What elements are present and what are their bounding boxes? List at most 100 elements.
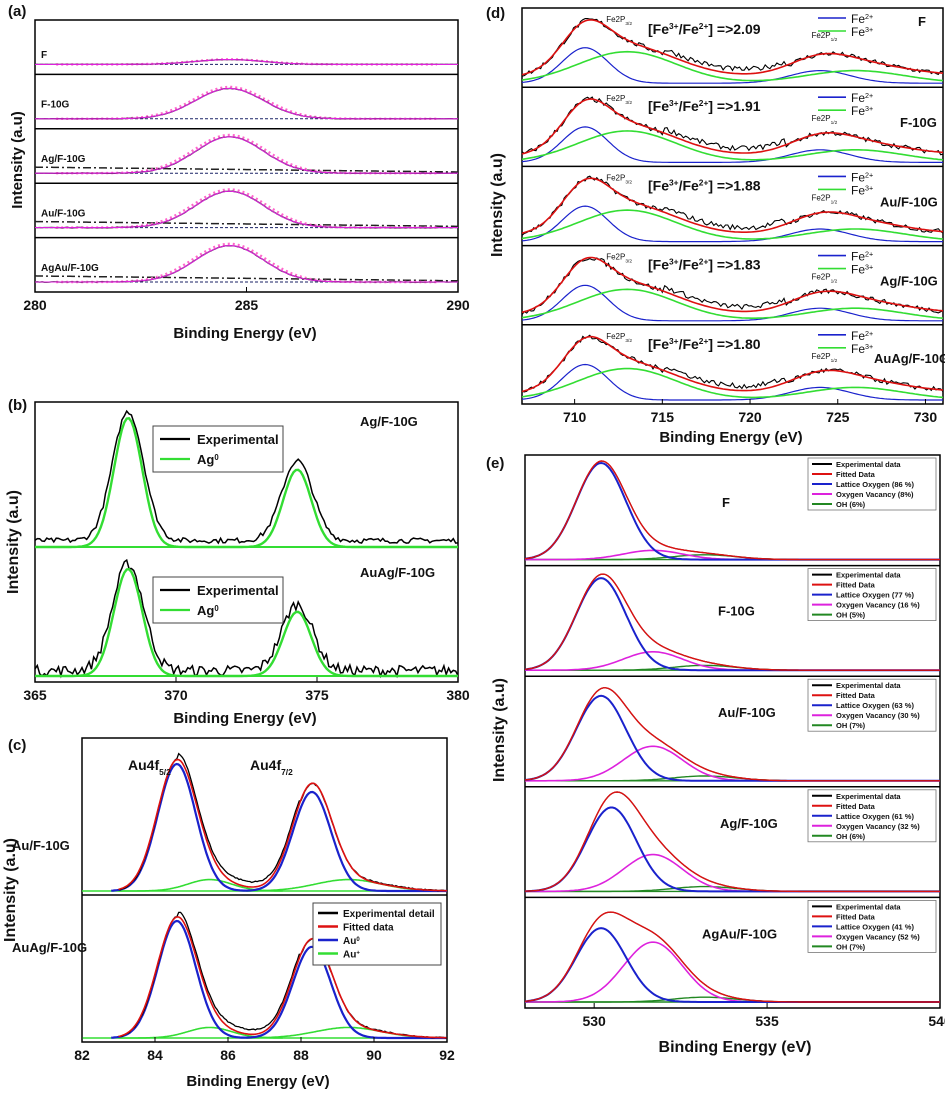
- fe2-fit-3: [521, 205, 943, 243]
- peak-label-4: Fe2P1/2: [811, 31, 837, 43]
- background-line: [34, 166, 458, 173]
- legend-entry-27: Lattice Oxygen (63 %): [836, 701, 914, 710]
- fe3-fit-5: [521, 367, 944, 399]
- x-tick-label-6: 375: [305, 687, 329, 703]
- legend-entry-24: OH (5%): [836, 611, 866, 620]
- fitted-line-5: [521, 177, 944, 234]
- x-axis-label-2: Binding Energy (eV): [173, 710, 316, 727]
- x-tick-label-13: 92: [439, 1047, 455, 1063]
- panel-label-2: (b): [8, 397, 27, 414]
- ratio-label-3: [Fe3+/Fe2+] =>1.88: [648, 177, 761, 193]
- legend-entry-8: Fe3+: [851, 104, 873, 119]
- peak-label-11: Fe2P3/2: [606, 332, 632, 344]
- ratio-label-4: [Fe3+/Fe2+] =>1.83: [648, 257, 761, 273]
- legend-entry-37: Lattice Oxygen (41 %): [836, 922, 914, 931]
- plot-frame-5: [524, 454, 941, 1009]
- legend-experimental: Experimental: [197, 432, 279, 447]
- legend-entry: Experimental detail: [343, 909, 435, 920]
- fe2-fit: [521, 47, 943, 84]
- legend-entry-14: Fe3+: [851, 341, 873, 356]
- fitted-line-10: [524, 687, 940, 782]
- series-label-17: Au/F-10G: [718, 705, 776, 720]
- legend-entry-39: OH (7%): [836, 942, 866, 951]
- fe3-fit-3: [521, 209, 944, 240]
- fe3-fit: [521, 50, 944, 82]
- legend-entry-3: Au0: [343, 936, 360, 947]
- legend-entry-23: Oxygen Vacancy (16 %): [836, 601, 920, 610]
- fitted-line: [118, 758, 447, 892]
- legend-entry-33: Oxygen Vacancy (32 %): [836, 822, 920, 831]
- x-tick-label-18: 730: [914, 409, 938, 425]
- panel-label-4: (d): [486, 5, 505, 22]
- experimental-line-2: [34, 87, 459, 120]
- legend-entry-36: Fitted Data: [836, 912, 876, 921]
- fe2-fit-2: [521, 126, 943, 163]
- ag0-fit-2: [35, 567, 458, 678]
- series-label-2: F-10G: [41, 100, 70, 111]
- y-axis-label-3: Intensity (a.u): [2, 838, 19, 942]
- x-tick-label-11: 88: [293, 1047, 309, 1063]
- series-label-8: Au/F-10G: [12, 838, 70, 853]
- series-label-13: Ag/F-10G: [880, 274, 938, 289]
- series-label-19: AgAu/F-10G: [702, 926, 777, 941]
- series-label-14: AuAg/F-10G: [874, 351, 945, 366]
- legend-entry-17: Lattice Oxygen (86 %): [836, 480, 914, 489]
- legend-entry-7: Fe2+: [851, 91, 873, 106]
- vacancy-fit: [525, 549, 940, 561]
- legend-entry-21: Fitted Data: [836, 581, 876, 590]
- panel-label: (a): [8, 3, 26, 20]
- peak-label-2: Au4f7/2: [250, 757, 293, 777]
- fe3-fit-4: [521, 288, 944, 319]
- series-label-4: Au/F-10G: [41, 208, 86, 219]
- legend-experimental-2: Experimental: [197, 583, 279, 598]
- legend-ag0-2: Ag0: [197, 603, 219, 618]
- peak-label-6: Fe2P1/2: [811, 114, 837, 126]
- series-label-10: F: [918, 14, 926, 29]
- fe3-fit-2: [521, 130, 944, 161]
- legend-entry-11: Fe2+: [851, 249, 873, 264]
- fitted-line-3: [521, 19, 944, 76]
- legend-ag0: Ag0: [197, 452, 219, 467]
- ratio-label-2: [Fe3+/Fe2+] =>1.91: [648, 98, 761, 114]
- x-tick-label-17: 725: [826, 409, 850, 425]
- legend-entry-9: Fe2+: [851, 170, 873, 185]
- panel-label-5: (e): [486, 455, 504, 472]
- background-line-2: [34, 220, 458, 228]
- legend-entry-25: Experimental data: [836, 681, 901, 690]
- experimental-line-3: [34, 136, 459, 175]
- series-label-18: Ag/F-10G: [720, 816, 778, 831]
- legend-entry-6: Fe3+: [851, 25, 873, 40]
- x-tick-label-19: 530: [582, 1013, 606, 1029]
- x-tick-label-15: 715: [651, 409, 675, 425]
- series-label-5: AgAu/F-10G: [41, 263, 99, 274]
- ratio-label: [Fe3+/Fe2+] =>2.09: [648, 21, 761, 37]
- experimental-line-13: [521, 257, 944, 315]
- fitted-line-12: [524, 911, 940, 1003]
- fitted-line-11: [524, 791, 940, 893]
- x-tick-label-4: 365: [23, 687, 47, 703]
- x-tick-label-8: 82: [74, 1047, 90, 1063]
- x-tick-label-9: 84: [147, 1047, 163, 1063]
- fe2-fit-5: [521, 363, 943, 401]
- x-tick-label-16: 720: [738, 409, 762, 425]
- experimental-line-4: [34, 190, 459, 229]
- series-label-7: AuAg/F-10G: [360, 565, 435, 580]
- ag0-fit: [35, 417, 458, 549]
- legend-entry-26: Fitted Data: [836, 691, 876, 700]
- peak-label-9: Fe2P3/2: [606, 253, 632, 265]
- x-tick-label-14: 710: [563, 409, 587, 425]
- legend-box: [152, 425, 284, 473]
- fitted-dots-2: [56, 85, 437, 120]
- legend-entry-30: Experimental data: [836, 792, 901, 801]
- legend-entry-28: Oxygen Vacancy (30 %): [836, 711, 920, 720]
- legend-entry-13: Fe2+: [851, 328, 873, 343]
- vacancy-fit-4: [525, 853, 940, 893]
- vacancy-fit-3: [525, 745, 940, 782]
- peak-label: Au4f5/2: [128, 757, 171, 777]
- legend-entry-35: Experimental data: [836, 902, 901, 911]
- experimental-line-6: [34, 409, 459, 545]
- x-tick-label-7: 380: [446, 687, 470, 703]
- x-tick-label-12: 90: [366, 1047, 382, 1063]
- x-tick-label: 280: [23, 297, 47, 313]
